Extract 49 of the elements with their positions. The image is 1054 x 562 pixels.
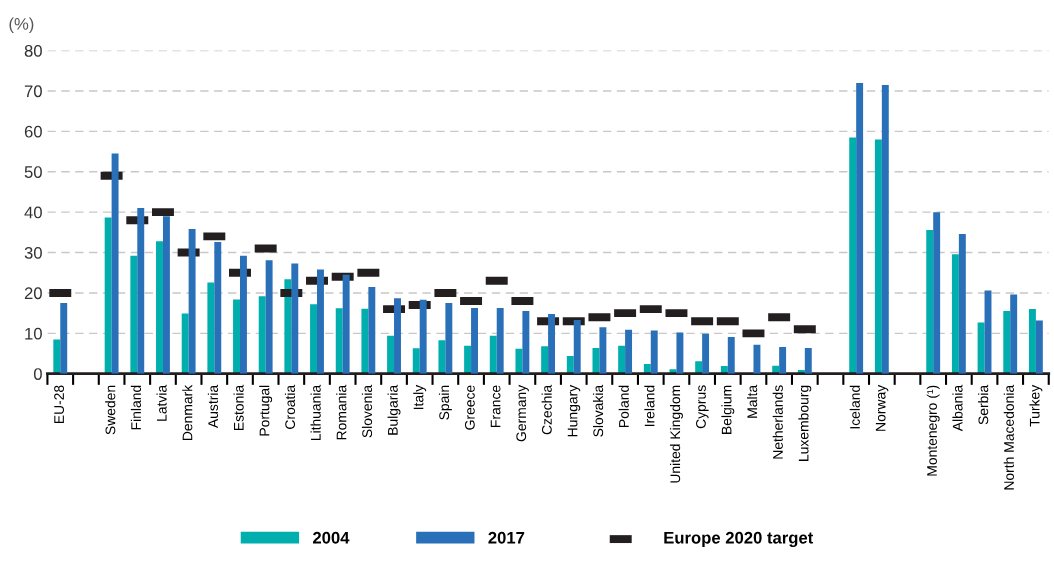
legend-label: 2017 bbox=[488, 531, 525, 544]
x-tick-label: Austria bbox=[207, 384, 219, 429]
x-tick-label: Portugal bbox=[259, 385, 273, 436]
x-tick-label: Netherlands bbox=[772, 385, 783, 459]
x-tick-label: Estonia bbox=[233, 384, 244, 431]
y-tick-label: 10 bbox=[25, 327, 42, 340]
y-tick-label: 80 bbox=[24, 44, 42, 57]
x-tick-label: United Kingdom bbox=[669, 385, 683, 483]
x-tick-label: Ireland bbox=[644, 385, 655, 427]
legend-label: 2004 bbox=[312, 531, 350, 544]
y-tick-label: 0 bbox=[33, 368, 42, 380]
x-tick-label: Finland bbox=[130, 385, 142, 430]
x-tick-label: Belgium bbox=[721, 385, 735, 434]
x-tick-label: Norway bbox=[875, 384, 889, 431]
x-tick-label: Germany bbox=[516, 384, 529, 442]
x-tick-label: Serbia bbox=[978, 384, 989, 425]
x-tick-label: Cyprus bbox=[696, 385, 709, 429]
x-tick-label: Iceland bbox=[849, 385, 860, 429]
x-tick-label: Czechia bbox=[541, 384, 552, 435]
x-tick-label: Albania bbox=[952, 384, 963, 432]
x-tick-label: Luxembourg bbox=[798, 385, 812, 461]
x-tick-label: Sweden bbox=[105, 385, 116, 435]
x-tick-label: Slovenia bbox=[361, 384, 373, 438]
x-tick-label: Bulgaria bbox=[387, 384, 401, 435]
x-tick-label: Greece bbox=[464, 385, 475, 430]
x-tick-label: Hungary bbox=[567, 384, 581, 437]
x-tick-label: Latvia bbox=[156, 384, 167, 421]
x-tick-label: Slovakia bbox=[592, 384, 604, 437]
y-tick-label: 30 bbox=[24, 246, 42, 259]
x-tick-label: EU-28 bbox=[54, 385, 64, 424]
x-tick-label: North Macedonia bbox=[1003, 384, 1014, 490]
x-tick-label: Montenegro (¹) bbox=[926, 385, 940, 476]
x-tick-label: Lithuania bbox=[310, 384, 321, 441]
x-tick-label: Denmark bbox=[182, 384, 193, 441]
x-tick-label: France bbox=[490, 385, 501, 427]
y-tick-label: 50 bbox=[24, 166, 42, 178]
x-tick-label: Spain bbox=[438, 385, 452, 420]
x-tick-label: Croatia bbox=[284, 384, 296, 429]
y-tick-label: 40 bbox=[24, 206, 42, 219]
x-tick-label: Poland bbox=[618, 385, 629, 427]
y-axis-title: (%) bbox=[9, 17, 34, 34]
x-tick-label: Romania bbox=[336, 384, 347, 440]
legend-label: Europe 2020 target bbox=[664, 531, 814, 547]
x-tick-label: Malta bbox=[747, 384, 758, 418]
x-tick-label: Turkey bbox=[1029, 384, 1043, 427]
y-tick-label: 70 bbox=[24, 85, 42, 98]
y-tick-label: 20 bbox=[24, 287, 42, 300]
x-tick-label: Italy bbox=[413, 384, 427, 410]
y-tick-label: 60 bbox=[24, 125, 42, 138]
